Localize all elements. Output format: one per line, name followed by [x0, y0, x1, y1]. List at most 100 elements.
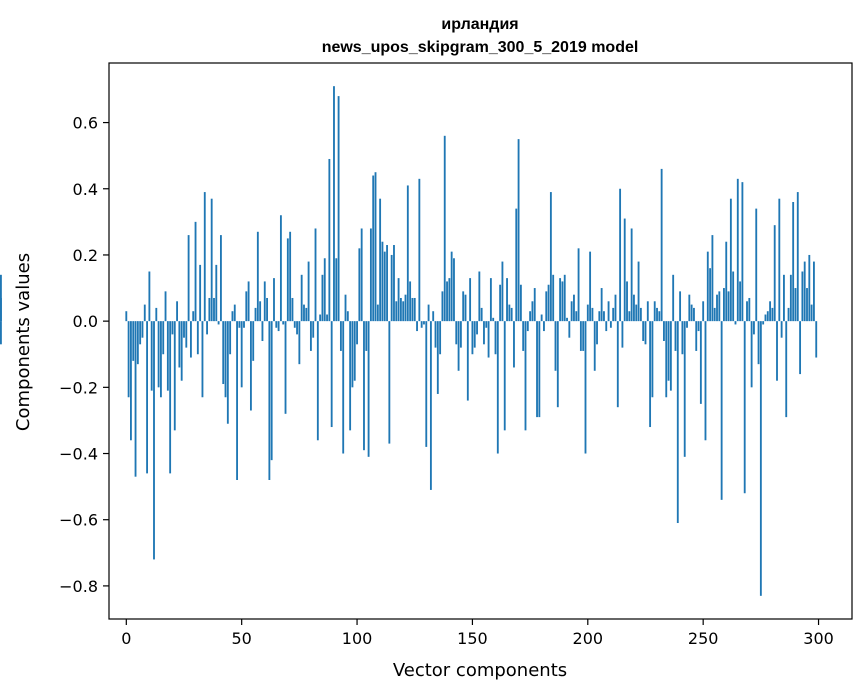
bar: [769, 301, 772, 322]
bar: [153, 321, 155, 560]
bar: [196, 321, 199, 355]
bar: [233, 304, 236, 322]
bar: [418, 178, 421, 322]
bar: [238, 321, 241, 328]
bar: [406, 185, 409, 322]
bar: [247, 281, 250, 322]
bar: [157, 321, 160, 388]
bar: [286, 238, 289, 322]
bar: [628, 311, 631, 322]
bar: [335, 258, 338, 322]
x-tick-label: 150: [457, 629, 488, 648]
bar: [780, 321, 783, 338]
bar: [614, 294, 617, 322]
bar: [261, 321, 264, 341]
bar: [552, 274, 555, 322]
bar: [307, 261, 310, 322]
bar: [423, 321, 425, 325]
bar: [526, 321, 529, 332]
bar: [573, 294, 575, 322]
bar: [159, 321, 162, 398]
bar: [478, 271, 481, 322]
bar: [699, 321, 702, 404]
bar: [314, 228, 317, 322]
x-tick-label: 0: [121, 629, 131, 648]
bar: [533, 288, 536, 322]
bar: [183, 321, 185, 338]
bar: [439, 321, 442, 355]
bar: [224, 321, 227, 398]
bar: [344, 294, 347, 322]
bar: [166, 321, 169, 391]
bar: [162, 321, 165, 355]
bar: [503, 321, 506, 431]
bar: [734, 321, 737, 325]
bar: [697, 321, 700, 332]
bar: [713, 307, 716, 322]
plot-frame: [108, 62, 853, 620]
bar: [469, 278, 472, 322]
bar: [222, 321, 225, 385]
x-axis: 0 50 100 150 200 250 300: [121, 619, 834, 648]
bar: [236, 321, 238, 480]
bar: [337, 96, 340, 322]
bar: [506, 278, 508, 322]
bar: [164, 291, 167, 322]
bar: [240, 321, 243, 388]
bar: [487, 321, 490, 358]
bar: [653, 301, 656, 322]
bar: [755, 208, 758, 322]
bar: [293, 321, 296, 328]
bar: [441, 291, 444, 322]
bar: [536, 321, 538, 418]
bar: [178, 321, 181, 368]
bar: [374, 172, 377, 322]
bar: [173, 321, 176, 431]
bar: [411, 297, 414, 322]
bar: [376, 304, 379, 322]
bar: [215, 264, 218, 322]
bar: [792, 202, 795, 322]
bar: [462, 291, 465, 322]
bar: [815, 321, 818, 358]
bar: [633, 294, 635, 322]
bar: [136, 321, 139, 365]
bar: [674, 321, 677, 351]
bar: [750, 321, 753, 388]
bar: [794, 288, 797, 322]
bar: [127, 321, 130, 398]
bar: [413, 297, 416, 322]
bar: [607, 301, 610, 322]
bar: [649, 321, 652, 428]
bar: [402, 301, 405, 322]
bar: [169, 321, 172, 474]
bar: [669, 321, 672, 391]
bar: [134, 321, 137, 477]
bar: [146, 321, 148, 474]
bar: [446, 281, 448, 322]
bar: [381, 241, 384, 322]
bar: [759, 321, 762, 596]
bar: [256, 231, 259, 322]
bar: [353, 321, 356, 381]
bar: [249, 321, 252, 411]
bar: [496, 321, 499, 454]
bar: [263, 281, 266, 322]
bar: [494, 321, 497, 355]
bar: [284, 321, 287, 414]
bar: [309, 321, 312, 351]
bar: [605, 321, 608, 332]
bar: [192, 311, 195, 322]
bar: [729, 198, 732, 322]
bar: [450, 251, 453, 322]
bar: [125, 311, 128, 322]
bar: [688, 294, 691, 322]
bar: [658, 311, 661, 322]
bar: [275, 321, 278, 328]
bar: [566, 317, 568, 322]
bar: [711, 235, 714, 322]
bar: [393, 245, 395, 322]
bar: [517, 139, 520, 322]
bar: [395, 301, 398, 322]
bar: [432, 311, 435, 322]
